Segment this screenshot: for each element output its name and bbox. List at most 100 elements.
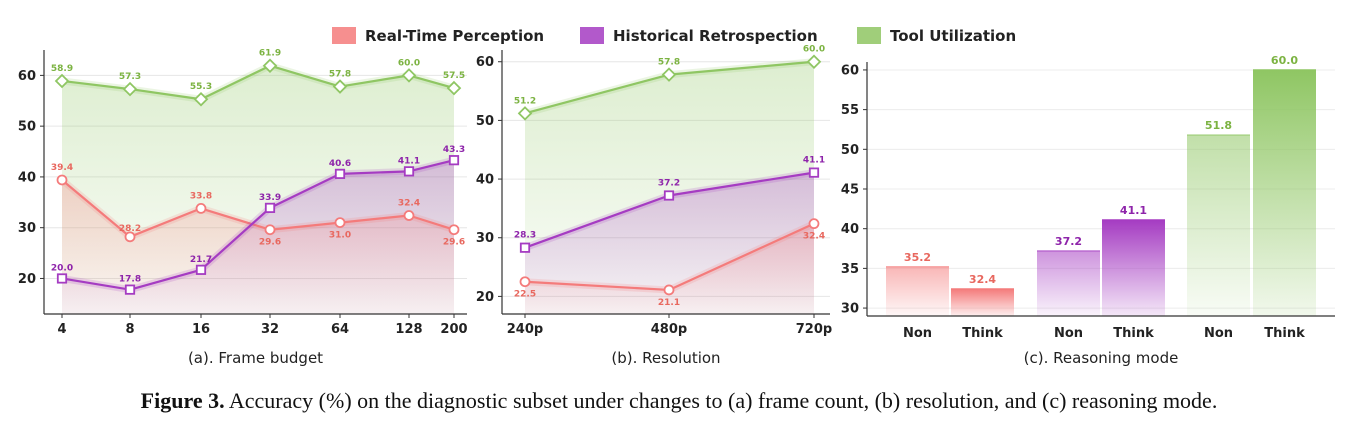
point-real-time-perception — [519, 276, 531, 288]
data-label-tool-utilization: 57.3 — [119, 72, 141, 82]
data-label-real-time-perception: 21.1 — [658, 298, 680, 308]
data-label-tool-utilization: 57.8 — [329, 70, 351, 80]
point-tool-utilization — [661, 67, 677, 82]
caption-label: Figure 3. — [140, 388, 225, 413]
bar-historical-retrospection-think — [1102, 219, 1165, 316]
y-tick-label: 30 — [18, 221, 36, 236]
data-label-tool-utilization: 57.5 — [443, 71, 465, 81]
bar-value-label: 41.1 — [1120, 204, 1147, 217]
point-tool-utilization — [193, 91, 209, 107]
y-tick-label: 40 — [18, 170, 36, 185]
point-historical-retrospection — [808, 167, 820, 178]
data-label-real-time-perception: 39.4 — [51, 163, 73, 173]
y-tick-label: 40 — [476, 173, 494, 188]
legend-label-tool-utilization: Tool Utilization — [890, 27, 1016, 45]
panel-frame-budget: 39.4 28.2 33.8 29.6 31.0 32.4 29.6 20.0 17.8 21.7… — [18, 49, 468, 367]
y-tick-label: 30 — [476, 231, 494, 246]
point-tool-utilization — [401, 68, 417, 83]
data-label-historical-retrospection: 41.1 — [803, 156, 825, 166]
x-tick-label: Non — [903, 326, 932, 341]
data-label-tool-utilization: 58.9 — [51, 64, 73, 74]
point-real-time-perception — [663, 284, 675, 296]
legend-swatch-tool-utilization — [857, 27, 881, 44]
data-label-tool-utilization: 51.2 — [514, 96, 536, 106]
x-tick-label: 32 — [261, 322, 279, 337]
point-real-time-perception — [264, 224, 276, 236]
x-tick-label: 240p — [507, 322, 543, 337]
panel-resolution: 22.5 21.1 32.4 28.3 37.2 41.1 51.2 57.8 60.0 20 30… — [476, 45, 832, 367]
data-label-historical-retrospection: 37.2 — [658, 178, 680, 188]
point-tool-utilization — [262, 58, 278, 74]
data-label-historical-retrospection: 33.9 — [259, 193, 281, 203]
data-label-historical-retrospection: 43.3 — [443, 145, 465, 155]
point-historical-retrospection — [448, 155, 460, 166]
data-label-historical-retrospection: 17.8 — [119, 275, 141, 285]
x-tick-label: 720p — [796, 322, 832, 337]
data-label-real-time-perception: 33.8 — [190, 191, 212, 201]
point-historical-retrospection — [124, 284, 136, 295]
legend-label-real-time-perception: Real-Time Perception — [365, 27, 544, 45]
bar-value-label: 60.0 — [1271, 54, 1298, 67]
y-tick-label: 50 — [476, 114, 494, 129]
x-tick-label: Non — [1204, 326, 1233, 341]
data-label-tool-utilization: 55.3 — [190, 82, 212, 92]
data-label-real-time-perception: 31.0 — [329, 231, 351, 241]
bar-real-time-perception-think — [951, 289, 1014, 316]
y-tick-label: 60 — [841, 63, 859, 78]
point-historical-retrospection — [56, 273, 68, 284]
point-real-time-perception — [56, 174, 68, 186]
x-tick-label: 480p — [651, 322, 687, 337]
legend: Real-Time Perception Historical Retrospec… — [332, 27, 1016, 45]
point-real-time-perception — [808, 218, 820, 230]
point-tool-utilization — [54, 73, 70, 89]
x-tick-label: Think — [1264, 326, 1305, 341]
y-tick-label: 30 — [841, 302, 859, 317]
bar-tool-utilization-non — [1187, 135, 1250, 316]
data-label-tool-utilization: 60.0 — [398, 58, 420, 68]
point-real-time-perception — [195, 202, 207, 214]
legend-label-historical-retrospection: Historical Retrospection — [613, 27, 818, 45]
data-label-real-time-perception: 22.5 — [514, 290, 536, 300]
point-historical-retrospection — [403, 166, 415, 177]
bar-value-label: 37.2 — [1055, 235, 1082, 248]
subplot-title: (a). Frame budget — [188, 349, 323, 367]
point-tool-utilization — [806, 54, 822, 70]
bar-value-label: 32.4 — [969, 273, 996, 286]
data-label-historical-retrospection: 21.7 — [190, 255, 212, 265]
point-tool-utilization — [446, 80, 462, 96]
point-tool-utilization — [332, 79, 348, 94]
data-label-historical-retrospection: 28.3 — [514, 231, 536, 241]
subplot-title: (b). Resolution — [611, 349, 720, 367]
panel-reasoning-mode: 35.2 Non 32.4 Think 37.2 Non 41.1 Think 51.8 Non 6… — [841, 54, 1335, 367]
figure-caption: Figure 3. Accuracy (%) on the diagnostic… — [0, 388, 1358, 414]
y-tick-label: 40 — [841, 222, 859, 237]
y-tick-label: 20 — [476, 290, 494, 305]
point-historical-retrospection — [334, 168, 346, 179]
x-tick-label: 128 — [395, 322, 422, 337]
x-tick-label: 4 — [57, 322, 66, 337]
caption-text: Accuracy (%) on the diagnostic subset un… — [228, 388, 1218, 413]
y-tick-label: 55 — [841, 103, 859, 118]
data-label-tool-utilization: 60.0 — [803, 45, 825, 55]
point-historical-retrospection — [663, 190, 675, 201]
point-historical-retrospection — [264, 202, 276, 213]
data-label-real-time-perception: 29.6 — [443, 238, 465, 248]
bar-real-time-perception-non — [886, 266, 949, 316]
point-historical-retrospection — [519, 242, 531, 253]
point-real-time-perception — [403, 210, 415, 221]
point-tool-utilization — [517, 106, 533, 121]
bar-tool-utilization-think — [1253, 69, 1316, 316]
data-label-historical-retrospection: 20.0 — [51, 263, 73, 273]
bar-historical-retrospection-non — [1037, 250, 1100, 316]
point-real-time-perception — [124, 231, 136, 243]
y-tick-label: 50 — [841, 143, 859, 158]
x-tick-label: 16 — [192, 322, 210, 337]
subplot-title: (c). Reasoning mode — [1024, 349, 1179, 367]
data-label-tool-utilization: 61.9 — [259, 49, 281, 59]
point-tool-utilization — [122, 81, 138, 97]
point-historical-retrospection — [195, 264, 207, 275]
bar-value-label: 51.8 — [1205, 119, 1232, 132]
data-label-real-time-perception: 32.4 — [398, 199, 420, 209]
x-tick-label: 8 — [125, 322, 134, 337]
data-label-historical-retrospection: 40.6 — [329, 159, 351, 169]
